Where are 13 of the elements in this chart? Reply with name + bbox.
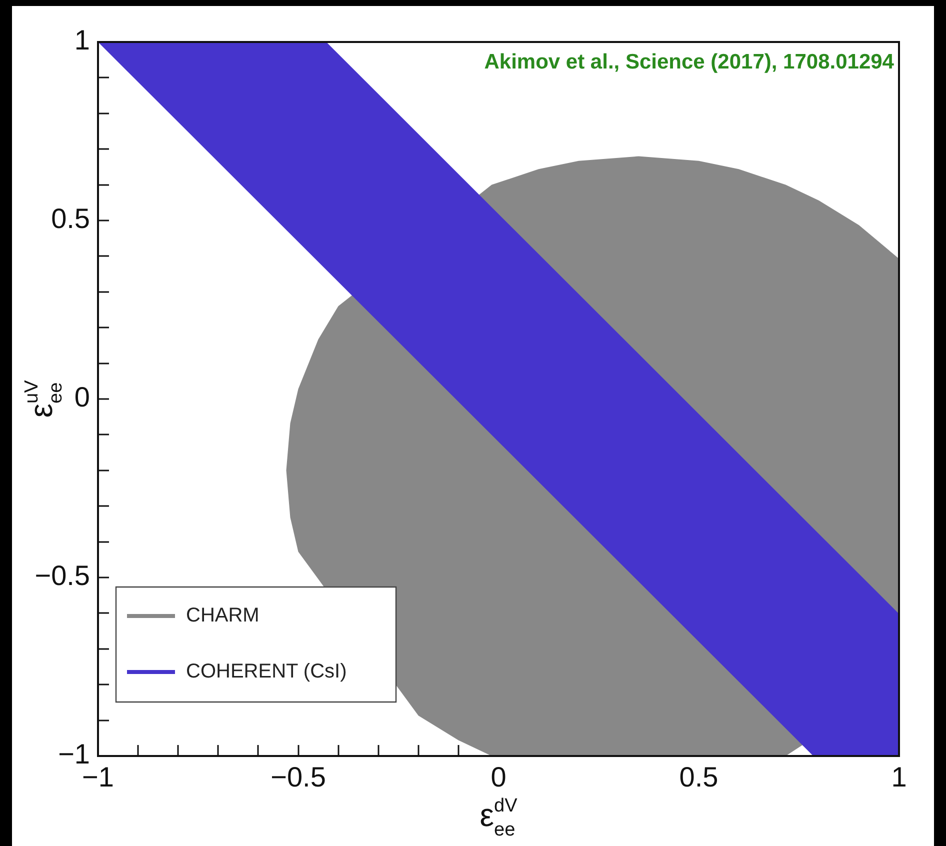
y-tick-label: 0.5 xyxy=(51,203,90,234)
y-axis-title: εuVee xyxy=(22,380,67,418)
x-tick-label: 0.5 xyxy=(679,762,718,793)
y-tick-label: −0.5 xyxy=(34,560,90,592)
y-tick-label: −1 xyxy=(58,738,90,770)
x-tick-label: 1 xyxy=(891,762,907,793)
annotation: Akimov et al., Science (2017), 1708.01294 xyxy=(484,50,894,74)
y-tick-label: 1 xyxy=(74,24,90,56)
y-tick-label: 0 xyxy=(74,382,90,413)
legend-label: COHERENT (CsI) xyxy=(186,660,347,683)
legend-label: CHARM xyxy=(186,604,260,627)
x-tick-label: −0.5 xyxy=(270,762,326,793)
x-tick-label: 0 xyxy=(490,762,506,793)
